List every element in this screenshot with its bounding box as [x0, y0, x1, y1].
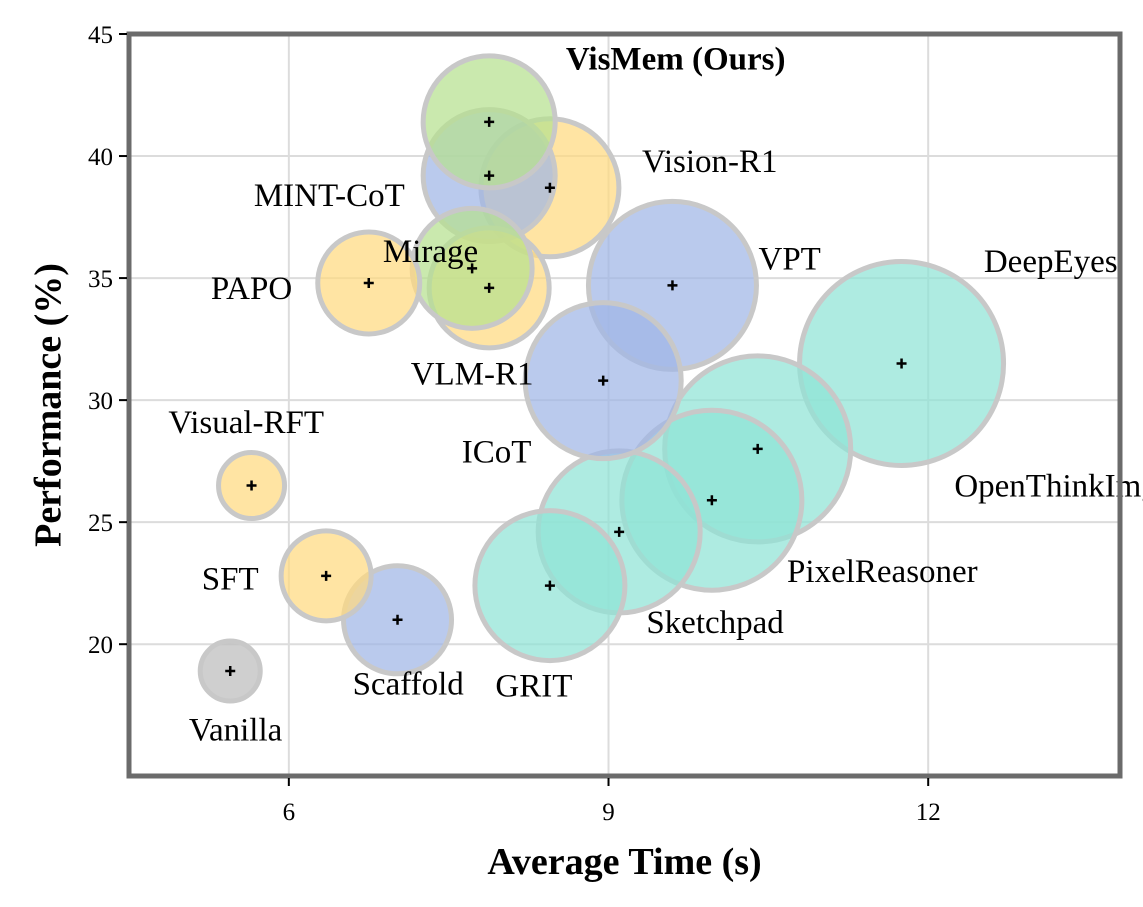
- marker-openthinkimg: [752, 443, 763, 454]
- label-papo: PAPO: [211, 271, 292, 307]
- label-deepeyes: DeepEyes: [984, 244, 1118, 280]
- y-tick-label: 30: [88, 388, 113, 415]
- bubbles: [197, 53, 1007, 704]
- marker-vanilla: [225, 666, 236, 677]
- label-vision-r1: Vision-R1: [642, 144, 778, 180]
- label-grit: GRIT: [495, 669, 572, 705]
- label-sketchpad: Sketchpad: [646, 605, 784, 641]
- label-scaffold: Scaffold: [353, 666, 465, 702]
- label-pixelreasoner: PixelReasoner: [787, 554, 978, 590]
- x-tick-label: 9: [602, 799, 615, 826]
- label-vanilla: Vanilla: [189, 713, 283, 749]
- plot-frame: [126, 31, 1123, 779]
- center-markers: [225, 116, 907, 677]
- marker-grit: [544, 580, 555, 591]
- marker-deepeyes: [896, 358, 907, 369]
- marker-papo: [363, 277, 374, 288]
- label-sft: SFT: [202, 561, 259, 597]
- y-tick-label: 40: [88, 144, 113, 171]
- label-mirage: Mirage: [383, 234, 478, 270]
- label-icot: ICoT: [462, 434, 532, 470]
- label-vlm-r1: VLM-R1: [411, 356, 534, 392]
- x-tick-label: 12: [916, 799, 941, 826]
- marker-vlm-r1: [467, 263, 478, 274]
- point-labels: Vanilla SFT Scaffold Visual-RFT PAPO Mirage VL…: [168, 41, 1143, 748]
- label-mint-cot: MINT-CoT: [254, 178, 405, 214]
- y-tick-label: 35: [88, 266, 113, 293]
- marker-vpt: [667, 280, 678, 291]
- y-tick-label: 25: [88, 510, 113, 537]
- marker-scaffold: [392, 614, 403, 625]
- marker-visual-rft: [246, 480, 257, 491]
- marker-mirage: [484, 282, 495, 293]
- label-visual-rft: Visual-RFT: [168, 405, 324, 441]
- marker-icot: [598, 375, 609, 386]
- marker-sketchpad: [614, 526, 625, 537]
- y-tick-label: 20: [88, 632, 113, 659]
- y-tick-label: 45: [88, 22, 113, 49]
- marker-vismem-ours: [484, 116, 495, 127]
- y-axis-title: Performance (%): [28, 263, 70, 547]
- label-vismem-ours: VisMem (Ours): [566, 41, 786, 77]
- axis-ticks: 6 9 12 20 25 30 35 40 45: [88, 22, 941, 826]
- marker-mint-cot: [484, 170, 495, 181]
- x-axis-title: Average Time (s): [487, 841, 761, 883]
- marker-vision-r1: [544, 182, 555, 193]
- marker-sft: [321, 570, 332, 581]
- x-tick-label: 6: [283, 799, 296, 826]
- marker-pixelreasoner: [706, 495, 717, 506]
- label-openthinkimg: OpenThinkImg: [954, 469, 1143, 505]
- label-vpt: VPT: [758, 242, 820, 278]
